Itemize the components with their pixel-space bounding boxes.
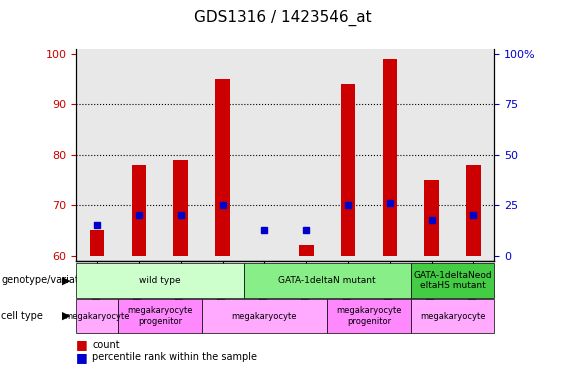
Bar xyxy=(215,79,230,256)
Bar xyxy=(466,165,481,256)
Bar xyxy=(173,160,188,256)
Bar xyxy=(160,49,202,261)
Text: GATA-1deltaNeod
eltaHS mutant: GATA-1deltaNeod eltaHS mutant xyxy=(413,271,492,290)
Text: GATA-1deltaN mutant: GATA-1deltaN mutant xyxy=(279,276,376,285)
Text: megakaryocyte
progenitor: megakaryocyte progenitor xyxy=(336,306,402,326)
Bar xyxy=(202,49,244,261)
Text: cell type: cell type xyxy=(1,311,43,321)
Bar xyxy=(424,180,439,256)
Text: ▶: ▶ xyxy=(62,311,71,321)
Text: genotype/variation: genotype/variation xyxy=(1,275,94,285)
Bar xyxy=(383,59,397,256)
Text: megakaryocyte: megakaryocyte xyxy=(64,312,130,321)
Bar xyxy=(90,230,105,256)
Bar xyxy=(132,165,146,256)
Text: GDS1316 / 1423546_at: GDS1316 / 1423546_at xyxy=(194,9,371,26)
Text: megakaryocyte
progenitor: megakaryocyte progenitor xyxy=(127,306,193,326)
Bar xyxy=(341,84,355,256)
Text: megakaryocyte: megakaryocyte xyxy=(232,312,297,321)
Bar xyxy=(118,49,160,261)
Bar xyxy=(299,246,314,256)
Bar xyxy=(76,49,118,261)
Text: wild type: wild type xyxy=(139,276,181,285)
Text: percentile rank within the sample: percentile rank within the sample xyxy=(92,352,257,362)
Bar xyxy=(327,49,369,261)
Text: count: count xyxy=(92,340,120,350)
Text: ■: ■ xyxy=(76,339,88,351)
Text: ■: ■ xyxy=(76,351,88,364)
Bar xyxy=(411,49,453,261)
Bar xyxy=(285,49,327,261)
Bar xyxy=(453,49,494,261)
Bar xyxy=(369,49,411,261)
Text: ▶: ▶ xyxy=(62,275,71,285)
Bar xyxy=(244,49,285,261)
Text: megakaryocyte: megakaryocyte xyxy=(420,312,485,321)
